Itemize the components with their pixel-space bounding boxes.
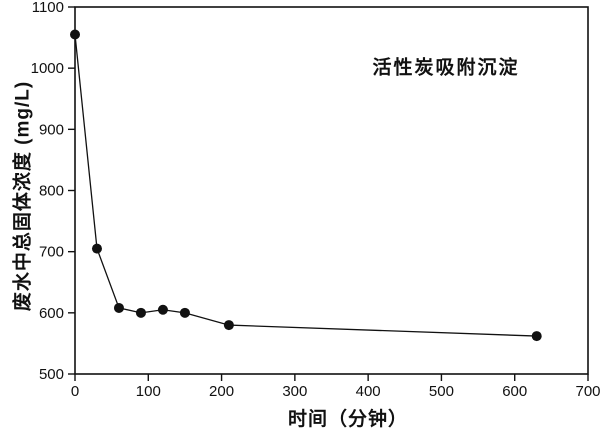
x-tick-label: 600 — [502, 383, 527, 400]
data-point — [531, 331, 542, 342]
x-tick-label: 300 — [282, 383, 307, 400]
x-tick-label: 100 — [136, 383, 161, 400]
data-point — [91, 243, 102, 254]
x-tick-label: 400 — [356, 383, 381, 400]
y-tick-label: 1000 — [31, 60, 64, 77]
y-tick-label: 700 — [39, 244, 64, 261]
y-axis-label: 废水中总固体浓度 (mg/L) — [12, 80, 34, 312]
y-tick-label: 500 — [39, 366, 64, 383]
data-point — [157, 304, 168, 315]
y-tick-label: 900 — [39, 121, 64, 138]
y-tick-label: 1100 — [32, 0, 64, 16]
chart-annotation: 活性炭吸附沉淀 — [372, 57, 520, 79]
data-point — [223, 320, 234, 331]
data-line — [74, 34, 537, 337]
data-point — [70, 29, 80, 40]
data-point — [113, 302, 124, 313]
y-tick-label: 800 — [39, 183, 64, 200]
y-tick-label: 600 — [39, 305, 64, 322]
x-tick-label: 500 — [429, 383, 454, 400]
data-point — [179, 307, 190, 318]
x-tick-label: 700 — [575, 383, 600, 400]
data-point — [135, 307, 146, 318]
x-tick-label: 0 — [71, 383, 79, 400]
x-tick-label: 200 — [209, 383, 234, 400]
x-axis-label: 时间（分钟） — [287, 409, 409, 430]
